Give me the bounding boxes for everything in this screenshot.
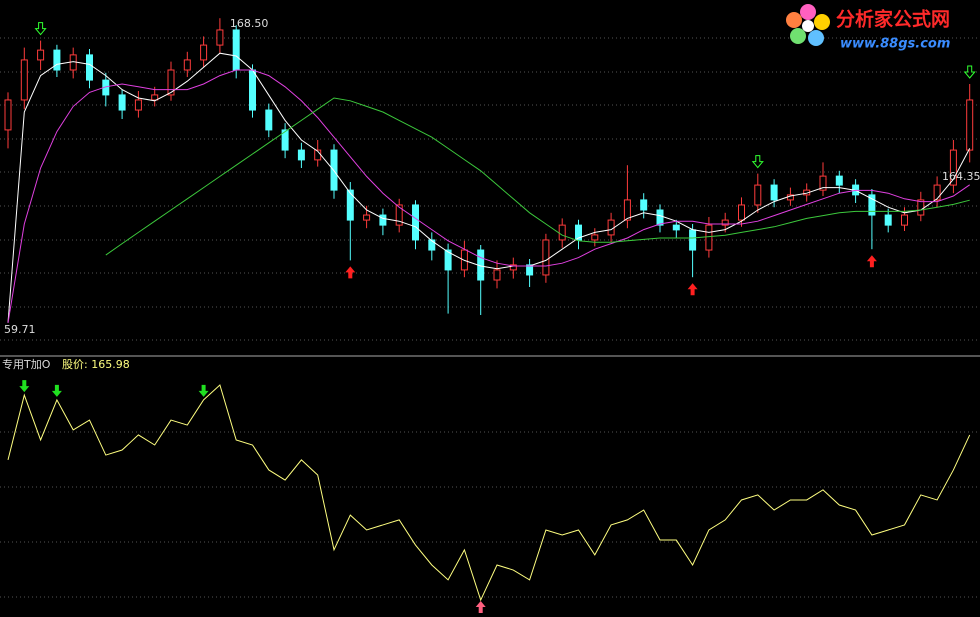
candle-body xyxy=(379,214,387,226)
candle-body xyxy=(558,224,566,241)
ma-line xyxy=(7,52,971,323)
logo xyxy=(786,4,830,46)
candle-body xyxy=(493,269,501,281)
candle-body xyxy=(37,49,45,61)
candle-body xyxy=(395,204,403,226)
candle-body xyxy=(542,239,550,276)
indicator-line xyxy=(7,384,971,602)
candle-body xyxy=(151,94,159,101)
grid xyxy=(0,37,980,598)
candle-body xyxy=(770,184,778,201)
candle-body xyxy=(738,204,745,221)
candle-body xyxy=(216,29,224,46)
high-label: 168.50 xyxy=(230,17,269,30)
sell-arrow xyxy=(34,22,47,36)
candle-body xyxy=(265,109,273,131)
candle-body xyxy=(917,199,925,216)
candle-body xyxy=(705,224,713,251)
candle-body xyxy=(297,149,305,161)
candle-body xyxy=(444,249,452,271)
candle-body xyxy=(200,44,208,61)
sell-arrow xyxy=(963,65,976,79)
buy-arrow xyxy=(475,601,486,614)
candle-body xyxy=(53,49,61,71)
last-label: 164.35 xyxy=(942,170,980,183)
candle-body xyxy=(640,199,648,211)
candle-body xyxy=(232,29,240,71)
candle-body xyxy=(249,69,256,111)
ma-line xyxy=(7,69,970,323)
brand-url: www.88gs.com xyxy=(840,37,950,52)
candle-body xyxy=(412,204,419,241)
candle-body xyxy=(575,224,582,241)
candle-body xyxy=(689,229,697,251)
candle-body xyxy=(868,194,876,216)
candle-body xyxy=(656,209,664,226)
candle-body xyxy=(281,129,289,151)
buy-arrow xyxy=(687,283,698,296)
candle-body xyxy=(134,99,142,111)
candle-body xyxy=(672,224,680,231)
candle-body xyxy=(721,219,729,226)
candle-body xyxy=(4,99,12,131)
candle-body xyxy=(966,99,974,151)
candle-body xyxy=(363,214,371,221)
candle-body xyxy=(118,94,126,111)
ma-line xyxy=(105,97,970,256)
candle-body xyxy=(884,214,892,226)
candle-body xyxy=(933,184,941,201)
low-label: 59.71 xyxy=(4,323,36,336)
sell-arrow xyxy=(198,384,209,397)
buy-arrow xyxy=(345,266,356,279)
sell-arrow xyxy=(19,380,30,393)
buy-arrow xyxy=(866,255,877,268)
candle-body xyxy=(607,219,615,236)
indicator-name: 专用T加O xyxy=(2,357,51,371)
candle-body xyxy=(428,239,436,251)
candle-body xyxy=(20,59,28,101)
candle-body xyxy=(819,175,827,191)
sell-arrow xyxy=(751,155,764,169)
candle-body xyxy=(949,149,957,186)
candle-body xyxy=(86,54,93,81)
candle-body xyxy=(901,214,908,226)
sell-arrow xyxy=(51,384,62,397)
candle-body xyxy=(509,264,517,271)
candle-body xyxy=(526,264,534,276)
candle-body xyxy=(167,69,175,96)
candle-body xyxy=(346,189,354,221)
candle-body xyxy=(591,234,599,241)
candle-body xyxy=(183,59,191,71)
candle-body xyxy=(754,184,762,206)
candle-body xyxy=(835,175,843,186)
candle-body xyxy=(623,199,631,221)
indicator-price: 股价: 165.98 xyxy=(62,358,130,371)
brand-name: 分析家公式网 xyxy=(836,8,950,31)
